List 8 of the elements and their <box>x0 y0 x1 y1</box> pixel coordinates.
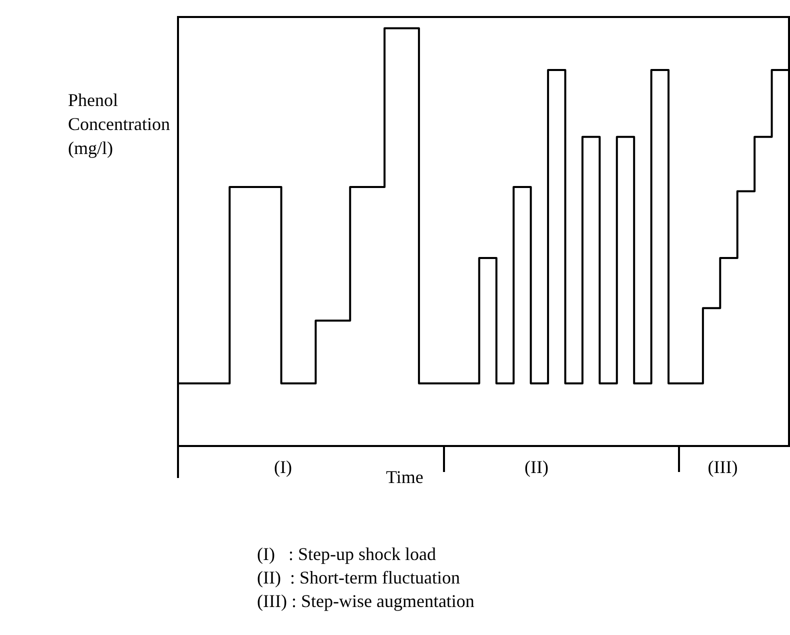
text: (III) <box>708 457 738 477</box>
y-axis-title: Phenol Concentration (mg/l) <box>68 90 170 158</box>
text: (II) : Short-term fluctuation <box>257 568 460 588</box>
x-axis-title: Time <box>386 467 424 487</box>
text: (III) : Step-wise augmentation <box>257 591 474 611</box>
text: (II) <box>524 457 548 477</box>
text: (I) : Step-up shock load <box>257 544 436 564</box>
text: (I) <box>274 457 292 477</box>
